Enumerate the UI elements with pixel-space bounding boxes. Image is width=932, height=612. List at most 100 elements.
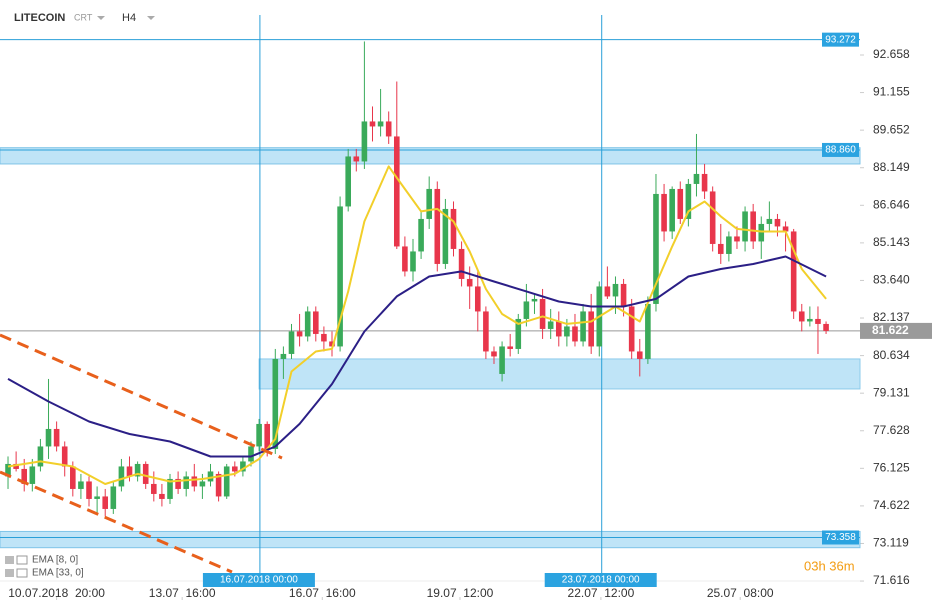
candle-body	[774, 218, 781, 227]
candle-body	[264, 423, 271, 449]
candle-body	[807, 318, 813, 322]
interval[interactable]: H4	[122, 12, 136, 24]
candle-body	[369, 121, 376, 127]
legend-label[interactable]: EMA [33, 0]	[32, 568, 84, 579]
level-label: 88.860	[825, 145, 856, 156]
candle-body	[402, 246, 408, 272]
last-price-tag	[860, 322, 932, 339]
candle-body	[240, 461, 246, 472]
y-tick-label: 89.652	[873, 122, 910, 136]
candle-body	[580, 311, 586, 342]
candle-body	[13, 463, 19, 469]
candle-body	[134, 463, 141, 477]
candle-body	[207, 471, 214, 482]
candle-body	[790, 231, 797, 312]
y-tick-label: 80.634	[873, 348, 910, 362]
candle-body	[167, 478, 173, 499]
candle-body	[232, 466, 238, 472]
candle-body	[94, 496, 100, 499]
candle-body	[693, 173, 700, 184]
y-tick-label: 71.616	[873, 573, 910, 587]
candle-body	[37, 446, 44, 467]
legend-swatch[interactable]	[16, 568, 28, 578]
candle-body	[442, 208, 449, 264]
candle-body	[159, 493, 165, 499]
legend-label[interactable]: EMA [8, 0]	[32, 555, 78, 566]
x-tick-label: 25.07 08:00	[707, 586, 774, 600]
level-band	[0, 147, 861, 165]
candle-body	[45, 428, 52, 447]
legend-swatch[interactable]	[16, 555, 28, 565]
candle-body	[377, 121, 384, 127]
dropdown-arrow[interactable]	[147, 16, 155, 20]
candle-body	[345, 156, 351, 207]
legend-icon[interactable]	[5, 569, 14, 577]
candle-body	[709, 191, 716, 244]
candle-body	[491, 351, 497, 357]
candle-body	[750, 211, 756, 242]
candle-body	[321, 333, 327, 342]
candle-body	[636, 351, 643, 359]
candle-body	[418, 218, 424, 252]
symbol[interactable]: LITECOIN	[14, 12, 65, 24]
candle-body	[118, 466, 125, 487]
candle-body	[515, 318, 522, 349]
candle-body	[620, 283, 627, 307]
candle-body	[102, 496, 109, 509]
candle-body	[248, 446, 254, 462]
ema-line	[7, 165, 827, 485]
level-tag	[822, 32, 859, 47]
dropdown-arrow[interactable]	[97, 16, 105, 20]
candle-body	[474, 286, 481, 312]
x-tick-label: 16.07 16:00	[289, 586, 356, 600]
y-tick-label: 85.143	[873, 235, 910, 249]
candle-body	[312, 311, 319, 334]
candle-body	[70, 466, 76, 489]
candle-body	[256, 423, 262, 447]
marker-tag	[544, 573, 657, 587]
x-tick-label: 13.07 16:00	[149, 586, 216, 600]
candle-body	[21, 468, 28, 484]
candle-body	[758, 223, 765, 242]
candle-body	[645, 303, 651, 359]
legend-icon[interactable]	[5, 556, 14, 564]
candle-body	[782, 226, 789, 232]
candle-body	[815, 318, 821, 324]
candle-body	[726, 236, 732, 254]
level-tag	[822, 142, 859, 157]
exchange[interactable]: CRT	[74, 12, 93, 22]
candle-body	[499, 346, 505, 374]
candle-body	[685, 183, 692, 219]
candle-body	[483, 311, 489, 352]
y-tick-label: 83.640	[873, 273, 910, 287]
candle-body	[53, 428, 60, 447]
candle-body	[175, 478, 181, 489]
candle-body	[661, 193, 667, 232]
level-label: 73.358	[825, 532, 856, 543]
candle-body	[628, 306, 635, 352]
trend-line	[0, 333, 283, 460]
candle-timer: 03h 36m	[804, 558, 855, 573]
candle-body	[466, 278, 473, 287]
candle-body	[523, 301, 530, 319]
candle-body	[288, 331, 295, 354]
candle-body	[604, 286, 611, 297]
trend-line	[0, 470, 233, 574]
candle-body	[183, 476, 190, 489]
candle-body	[458, 248, 465, 279]
marker-tag	[202, 573, 315, 587]
candle-body	[555, 321, 562, 337]
y-tick-label: 88.149	[873, 160, 910, 174]
candle-body	[677, 188, 684, 219]
candle-body	[823, 323, 829, 331]
candle-body	[142, 463, 149, 484]
candle-body	[734, 236, 740, 242]
candle-body	[701, 173, 708, 192]
candle-body	[547, 321, 554, 329]
candle-body	[272, 358, 279, 449]
candle-body	[304, 311, 311, 337]
candle-body	[126, 466, 133, 477]
y-tick-label: 79.131	[873, 385, 910, 399]
